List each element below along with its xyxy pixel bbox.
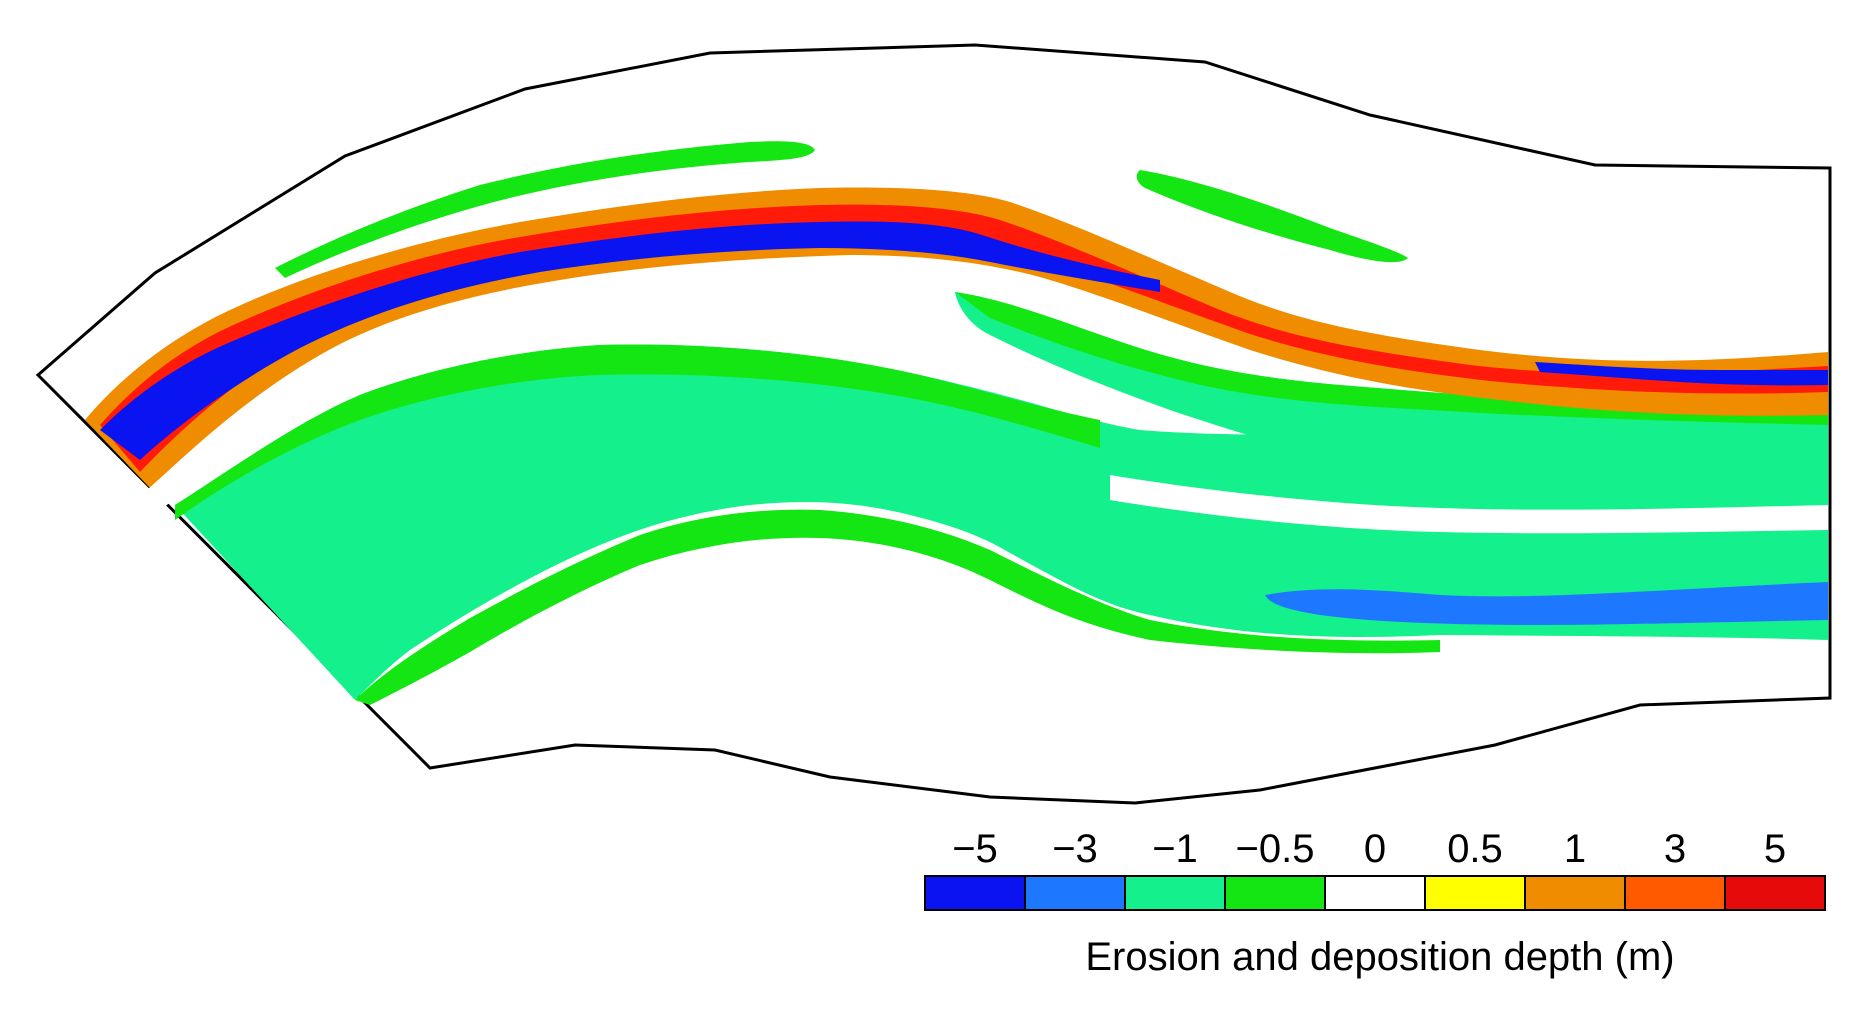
legend-tick-label: 1: [1564, 827, 1586, 871]
legend-tick-label: −3: [1052, 827, 1098, 871]
legend-swatch: [1524, 875, 1626, 911]
main-channel-right-erosion: [1535, 362, 1828, 386]
legend-swatch: [1724, 875, 1826, 911]
legend-swatch: [1124, 875, 1226, 911]
legend-swatch: [1224, 875, 1326, 911]
right-moderate-erosion: [1265, 582, 1828, 625]
legend-tick-labels: −5 −3 −1 −0.5 0 0.5 1 3 5: [952, 827, 1786, 871]
upper-left-green-strip: [275, 141, 815, 278]
legend-tick-label: −5: [952, 827, 998, 871]
left-unchanged-strip: [145, 312, 580, 510]
upper-right-green-streak: [1136, 170, 1408, 263]
legend-swatch: [1424, 875, 1526, 911]
legend-tick-label: 5: [1764, 827, 1786, 871]
legend-tick-label: 0.5: [1447, 827, 1503, 871]
legend-tick-label: −1: [1152, 827, 1198, 871]
legend-tick-label: −0.5: [1236, 827, 1315, 871]
legend-tick-label: 3: [1664, 827, 1686, 871]
lower-zone-bottom-fringe: [355, 509, 1440, 705]
legend-swatch: [1624, 875, 1726, 911]
lower-zone-top-fringe: [175, 344, 1100, 520]
legend-colorbar: [924, 875, 1826, 911]
legend-tick-label: 0: [1364, 827, 1386, 871]
legend-swatch: [924, 875, 1026, 911]
main-channel-erosion-core: [100, 221, 1160, 460]
mid-unchanged-strip: [1110, 475, 1828, 534]
legend-swatch: [1324, 875, 1426, 911]
legend-title: Erosion and deposition depth (m): [1085, 935, 1674, 979]
legend-swatch: [1024, 875, 1126, 911]
